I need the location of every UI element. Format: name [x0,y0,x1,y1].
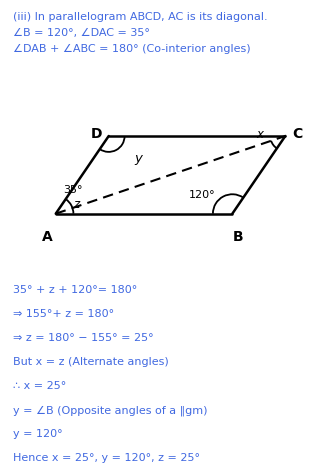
Text: ∠DAB + ∠ABC = 180° (Co-interior angles): ∠DAB + ∠ABC = 180° (Co-interior angles) [13,44,251,54]
Text: 120°: 120° [189,190,216,200]
Text: (iii) In parallelogram ABCD, AC is its diagonal.: (iii) In parallelogram ABCD, AC is its d… [13,12,268,22]
Text: A: A [41,230,52,244]
Text: ⇒ 155°+ z = 180°: ⇒ 155°+ z = 180° [13,309,115,319]
Text: y = ∠B (Opposite angles of a ‖gm): y = ∠B (Opposite angles of a ‖gm) [13,405,208,416]
Text: x: x [257,128,264,141]
Text: D: D [91,127,102,141]
Text: ⇒ z = 180° − 155° = 25°: ⇒ z = 180° − 155° = 25° [13,333,154,343]
Text: 35° + z + 120°= 180°: 35° + z + 120°= 180° [13,285,138,295]
Text: ∠B = 120°, ∠DAC = 35°: ∠B = 120°, ∠DAC = 35° [13,28,150,38]
Text: 35°: 35° [63,185,82,195]
Text: C: C [293,127,303,141]
Text: ∴ x = 25°: ∴ x = 25° [13,381,66,391]
Text: z: z [73,198,79,211]
Text: But x = z (Alternate angles): But x = z (Alternate angles) [13,357,169,367]
Text: y = 120°: y = 120° [13,429,63,439]
Text: B: B [232,230,243,244]
Text: y: y [135,152,143,165]
Text: Hence x = 25°, y = 120°, z = 25°: Hence x = 25°, y = 120°, z = 25° [13,453,200,463]
